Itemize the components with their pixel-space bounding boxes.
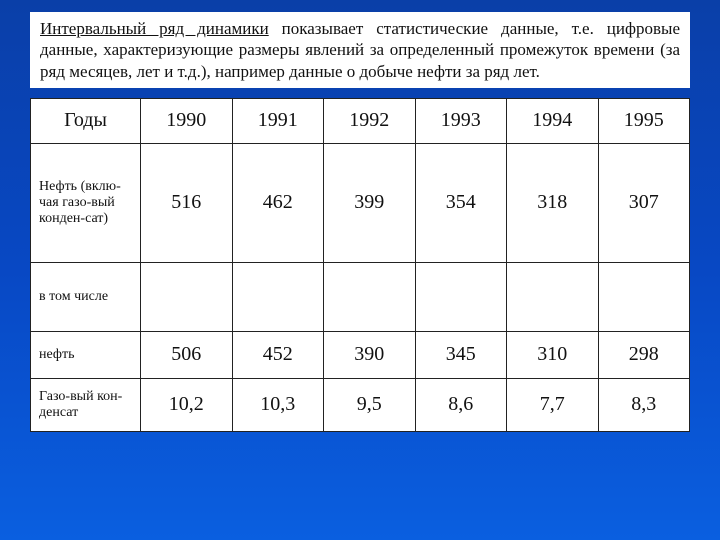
cell: 10,3: [232, 378, 324, 431]
cell: 8,3: [598, 378, 690, 431]
cell: 345: [415, 331, 507, 378]
cell: 310: [507, 331, 599, 378]
data-table: Годы 1990 1991 1992 1993 1994 1995 Нефть…: [30, 98, 690, 432]
cell: 516: [141, 143, 233, 262]
row-label: в том числе: [31, 262, 141, 331]
term: Интервальный ряд динамики: [40, 19, 269, 38]
cell: 298: [598, 331, 690, 378]
cell: 307: [598, 143, 690, 262]
cell: 9,5: [324, 378, 416, 431]
cell: 8,6: [415, 378, 507, 431]
cell: 318: [507, 143, 599, 262]
year-cell: 1993: [415, 98, 507, 143]
table-header-row: Годы 1990 1991 1992 1993 1994 1995: [31, 98, 690, 143]
row-label: Нефть (вклю-чая газо-вый конден-сат): [31, 143, 141, 262]
cell: 506: [141, 331, 233, 378]
cell: [232, 262, 324, 331]
table-row: Нефть (вклю-чая газо-вый конден-сат) 516…: [31, 143, 690, 262]
description-box: Интервальный ряд динамики показывает ста…: [30, 12, 690, 88]
cell: [324, 262, 416, 331]
row-label: Газо-вый кон-денсат: [31, 378, 141, 431]
cell: 7,7: [507, 378, 599, 431]
cell: 399: [324, 143, 416, 262]
year-cell: 1995: [598, 98, 690, 143]
cell: 10,2: [141, 378, 233, 431]
year-cell: 1992: [324, 98, 416, 143]
table-row: Газо-вый кон-денсат 10,2 10,3 9,5 8,6 7,…: [31, 378, 690, 431]
description-text: Интервальный ряд динамики показывает ста…: [40, 18, 680, 82]
year-cell: 1994: [507, 98, 599, 143]
year-cell: 1991: [232, 98, 324, 143]
cell: [415, 262, 507, 331]
year-cell: 1990: [141, 98, 233, 143]
table-row: нефть 506 452 390 345 310 298: [31, 331, 690, 378]
slide: Интервальный ряд динамики показывает ста…: [0, 0, 720, 540]
cell: [507, 262, 599, 331]
cell: [598, 262, 690, 331]
header-label: Годы: [31, 98, 141, 143]
table-row: в том числе: [31, 262, 690, 331]
cell: 354: [415, 143, 507, 262]
cell: 462: [232, 143, 324, 262]
cell: [141, 262, 233, 331]
cell: 390: [324, 331, 416, 378]
row-label: нефть: [31, 331, 141, 378]
cell: 452: [232, 331, 324, 378]
